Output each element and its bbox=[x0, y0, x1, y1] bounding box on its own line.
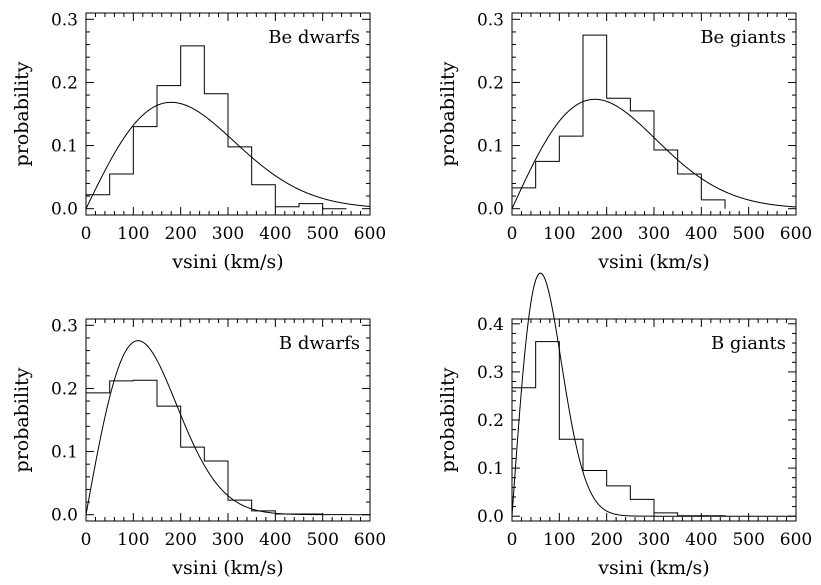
panel-title: Be dwarfs bbox=[268, 27, 360, 48]
fit-curve bbox=[511, 272, 796, 517]
x-tick-label: 0 bbox=[507, 530, 518, 550]
y-tick-label: 0.1 bbox=[51, 137, 78, 157]
x-tick-label: 500 bbox=[306, 530, 338, 550]
x-tick-label: 0 bbox=[81, 224, 92, 244]
x-tick-label: 400 bbox=[259, 530, 291, 550]
x-axis-title: vsini (km/s) bbox=[597, 557, 709, 579]
panel-title: B dwarfs bbox=[279, 333, 360, 354]
x-tick-label: 0 bbox=[507, 224, 518, 244]
x-tick-label: 600 bbox=[354, 530, 386, 550]
y-tick-label: 0.0 bbox=[51, 200, 78, 220]
histogram bbox=[511, 341, 726, 517]
y-axis-title: probability bbox=[11, 367, 33, 472]
x-tick-label: 300 bbox=[638, 224, 670, 244]
fit-curve bbox=[511, 98, 797, 209]
x-axis-title: vsini (km/s) bbox=[171, 557, 283, 579]
x-tick-label: 200 bbox=[590, 224, 622, 244]
y-tick-label: 0.3 bbox=[477, 10, 504, 30]
x-tick-label: 200 bbox=[164, 530, 196, 550]
y-tick-label: 0.3 bbox=[51, 316, 78, 336]
panel-4: 0 100 200 300 400 500 600 0.0 0.1 0.2 0.3 0.4 vsini … bbox=[437, 272, 812, 579]
y-tick-label: 0.1 bbox=[477, 459, 504, 479]
x-tick-label: 400 bbox=[259, 224, 291, 244]
y-tick-label: 0.2 bbox=[477, 411, 504, 431]
histogram bbox=[85, 379, 324, 515]
y-tick-label: 0.0 bbox=[477, 200, 504, 220]
y-tick-label: 0.3 bbox=[51, 10, 78, 30]
panel-title: Be giants bbox=[700, 27, 786, 48]
x-tick-label: 200 bbox=[590, 530, 622, 550]
y-tick-label: 0.0 bbox=[51, 506, 78, 526]
y-tick-label: 0.1 bbox=[51, 443, 78, 463]
x-tick-label: 500 bbox=[732, 224, 764, 244]
y-axis-title: probability bbox=[437, 61, 459, 166]
x-tick-label: 300 bbox=[212, 530, 244, 550]
x-tick-label: 500 bbox=[732, 530, 764, 550]
panel-2: 0 100 200 300 400 500 600 0.0 0.1 0.2 0.3 vsini (km… bbox=[437, 10, 812, 273]
x-tick-label: 600 bbox=[354, 224, 386, 244]
y-tick-label: 0.3 bbox=[477, 363, 504, 383]
x-tick-label: 600 bbox=[780, 224, 812, 244]
y-tick-label: 0.2 bbox=[51, 73, 78, 93]
histogram bbox=[511, 34, 726, 209]
x-tick-label: 0 bbox=[81, 530, 92, 550]
fit-curve bbox=[85, 101, 371, 209]
y-axis-title: probability bbox=[11, 61, 33, 166]
panel-3: 0 100 200 300 400 500 600 0.0 0.1 0.2 0.3 vsini (km… bbox=[11, 316, 386, 579]
x-tick-label: 100 bbox=[117, 224, 149, 244]
x-tick-label: 500 bbox=[306, 224, 338, 244]
y-tick-label: 0.4 bbox=[477, 315, 504, 335]
y-tick-label: 0.2 bbox=[51, 379, 78, 399]
panel-title: B giants bbox=[711, 333, 786, 354]
x-tick-label: 600 bbox=[780, 530, 812, 550]
x-tick-label: 400 bbox=[685, 530, 717, 550]
fit-curve bbox=[85, 340, 370, 516]
x-tick-label: 400 bbox=[685, 224, 717, 244]
x-axis-title: vsini (km/s) bbox=[171, 251, 283, 273]
x-tick-label: 100 bbox=[543, 224, 575, 244]
x-tick-label: 100 bbox=[543, 530, 575, 550]
x-tick-label: 100 bbox=[117, 530, 149, 550]
y-tick-label: 0.2 bbox=[477, 73, 504, 93]
y-tick-label: 0.0 bbox=[477, 507, 504, 527]
y-tick-label: 0.1 bbox=[477, 137, 504, 157]
x-tick-label: 300 bbox=[212, 224, 244, 244]
x-tick-label: 300 bbox=[638, 530, 670, 550]
histogram bbox=[85, 45, 347, 210]
x-axis-title: vsini (km/s) bbox=[597, 251, 709, 273]
y-axis-title: probability bbox=[437, 367, 459, 472]
x-tick-label: 200 bbox=[164, 224, 196, 244]
panel-1: 0 100 200 300 400 500 600 0.0 0.1 0.2 0.3 vsini (km… bbox=[11, 10, 386, 273]
